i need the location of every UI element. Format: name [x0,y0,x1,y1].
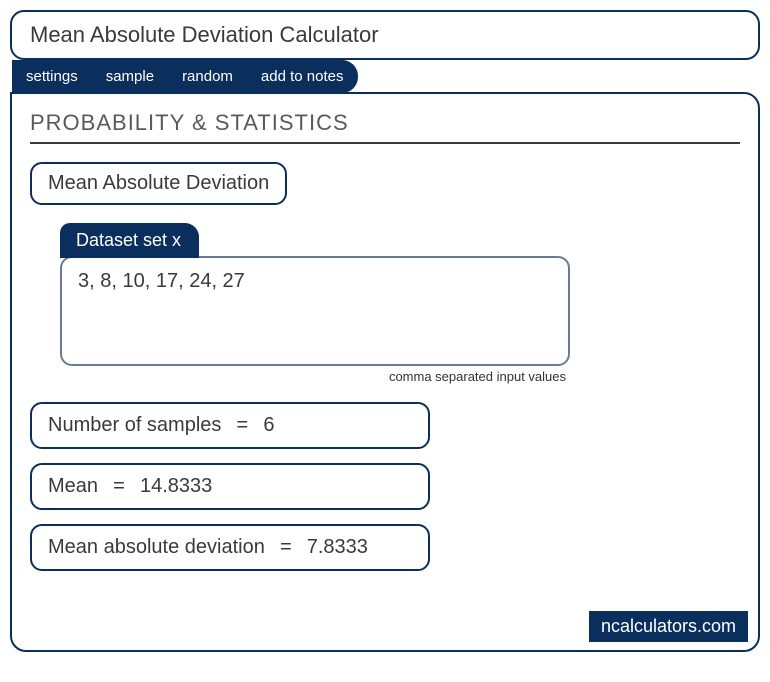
calculator-name: Mean Absolute Deviation [30,162,287,205]
equals-sign: = [227,414,258,436]
tab-add-to-notes[interactable]: add to notes [247,60,358,93]
result-value: 14.8333 [140,475,212,497]
dataset-group: Dataset set x 3, 8, 10, 17, 24, 27 comma… [60,223,570,384]
page-title: Mean Absolute Deviation Calculator [30,22,379,47]
section-heading: PROBABILITY & STATISTICS [30,110,740,144]
equals-sign: = [104,475,135,497]
result-value: 6 [263,414,274,436]
tab-sample[interactable]: sample [92,60,168,93]
result-mad: Mean absolute deviation = 7.8333 [30,524,430,571]
page-title-bar: Mean Absolute Deviation Calculator [10,10,760,60]
dataset-hint: comma separated input values [60,369,570,384]
dataset-input[interactable]: 3, 8, 10, 17, 24, 27 [60,256,570,366]
result-label: Mean [48,475,98,497]
result-mean: Mean = 14.8333 [30,463,430,510]
watermark: ncalculators.com [589,611,748,642]
result-value: 7.8333 [307,536,368,558]
main-panel: PROBABILITY & STATISTICS Mean Absolute D… [10,92,760,652]
dataset-label: Dataset set x [60,223,199,258]
result-number-of-samples: Number of samples = 6 [30,402,430,449]
result-label: Mean absolute deviation [48,536,265,558]
result-label: Number of samples [48,414,221,436]
tab-settings[interactable]: settings [12,60,92,93]
tab-random[interactable]: random [168,60,247,93]
tab-strip: settings sample random add to notes [12,60,358,93]
equals-sign: = [270,536,301,558]
